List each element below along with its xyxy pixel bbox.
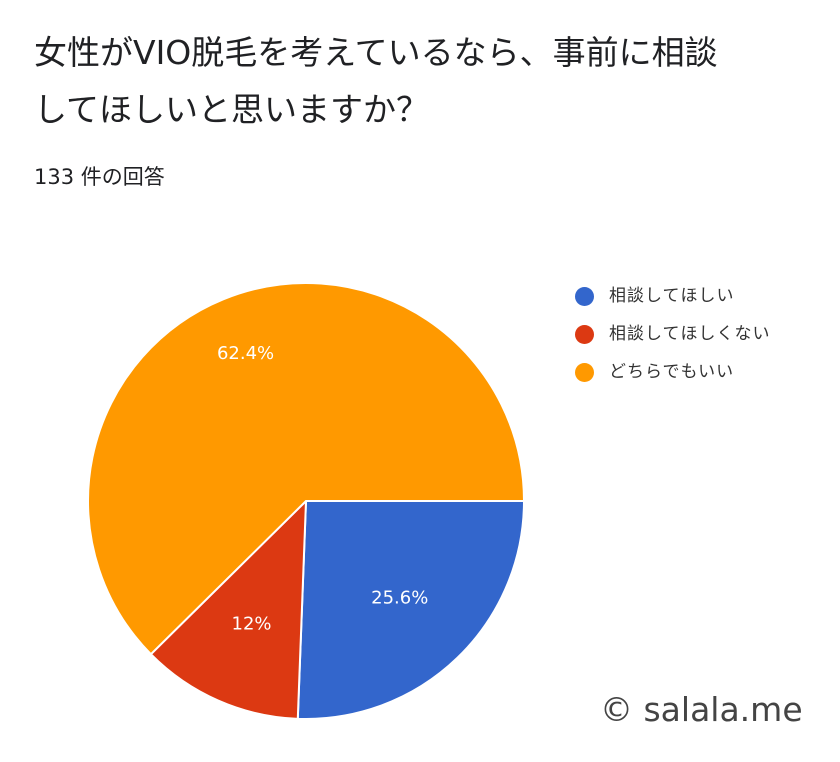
chart-legend: 相談してほしい 相談してほしくない どちらでもいい: [575, 283, 815, 397]
watermark: © salala.me: [600, 690, 803, 729]
pie-slice-2: [87, 282, 526, 656]
legend-item-1: 相談してほしくない: [575, 321, 815, 347]
legend-label-0: 相談してほしい: [609, 286, 735, 306]
pie-slice-0: [296, 500, 526, 720]
pie-label-1: 12%: [232, 614, 272, 635]
legend-item-0: 相談してほしい: [575, 283, 815, 309]
pie-label-2: 62.4%: [217, 343, 274, 364]
legend-swatch-1: [575, 325, 594, 344]
pie-slice-1: [149, 498, 308, 720]
legend-label-1: 相談してほしくない: [609, 324, 771, 344]
legend-swatch-0: [575, 287, 594, 306]
legend-swatch-2: [575, 363, 594, 382]
response-count: 133 件の回答: [34, 165, 165, 189]
legend-item-2: どちらでもいい: [575, 359, 815, 385]
question-title: 女性がVIO脱毛を考えているなら、事前に相談してほしいと思いますか？: [34, 33, 718, 129]
pie-label-0: 25.6%: [371, 587, 428, 608]
legend-label-2: どちらでもいい: [609, 362, 735, 382]
